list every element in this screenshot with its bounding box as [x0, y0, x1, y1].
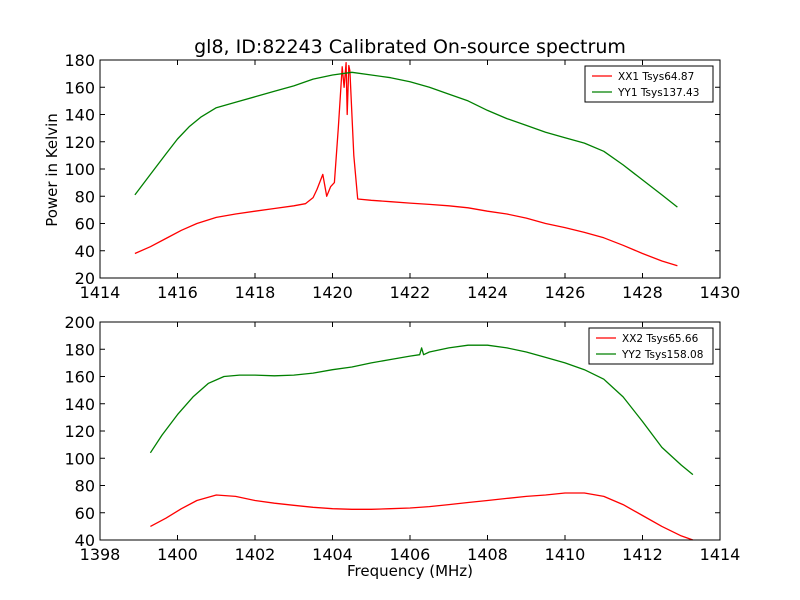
x-tick-label: 1398 [80, 545, 121, 564]
y-tick-label: 60 [75, 215, 95, 234]
y-tick-label: 120 [64, 133, 95, 152]
legend: XX1 Tsys64.87 YY1 Tsys137.43 [584, 65, 714, 103]
x-axis-label: Frequency (MHz) [347, 562, 473, 580]
y-tick-label: 160 [64, 368, 95, 387]
x-tick-label: 1416 [157, 283, 198, 302]
y-tick-label: 40 [75, 531, 95, 550]
x-tick-label: 1410 [545, 545, 586, 564]
series-line-yy [149, 344, 694, 476]
legend-box [588, 327, 714, 365]
x-tick-label: 1402 [235, 545, 276, 564]
legend-entry-label: YY1 Tsys137.43 [617, 87, 699, 99]
x-tick-label: 1418 [235, 283, 276, 302]
series-line-xx [150, 492, 694, 541]
y-tick-label: 20 [75, 269, 95, 288]
legend-entry-label: XX2 Tsys65.66 [622, 333, 699, 345]
y-tick-label: 100 [64, 449, 95, 468]
y-tick-label: 140 [64, 106, 95, 125]
legend-box [584, 65, 714, 103]
y-tick-label: 160 [64, 78, 95, 97]
y-tick-label: 100 [64, 160, 95, 179]
bottom-spectrum-panel: 1398 1400 1402 1404 1406 1408 1410 1412 1414 40 60… [64, 313, 740, 564]
y-tick-label: 140 [64, 395, 95, 414]
legend: XX2 Tsys65.66 YY2 Tsys158.08 [588, 327, 714, 365]
y-tick-label: 180 [64, 51, 95, 70]
x-tick-label: 1400 [157, 545, 198, 564]
y-tick-label: 60 [75, 504, 95, 523]
x-tick-label: 1406 [390, 545, 431, 564]
x-tick-label: 1430 [700, 283, 741, 302]
series-line-xx [134, 62, 678, 267]
y-tick-label: 120 [64, 422, 95, 441]
x-tick-label: 1426 [545, 283, 586, 302]
chart-title: gl8, ID:82243 Calibrated On-source spect… [194, 36, 626, 58]
y-tick-label: 40 [75, 242, 95, 261]
legend-entry-label: YY2 Tsys158.08 [621, 349, 703, 361]
y-tick-label: 180 [64, 340, 95, 359]
x-tick-label: 1408 [467, 545, 508, 564]
x-tick-label: 1424 [467, 283, 508, 302]
y-tick-label: 80 [75, 477, 95, 496]
x-tick-label: 1420 [312, 283, 353, 302]
x-tick-label: 1404 [312, 545, 353, 564]
series-line-yy [134, 71, 678, 208]
y-axis-label: Power in Kelvin [43, 113, 61, 227]
y-tick-label: 200 [64, 313, 95, 332]
x-tick-label: 1428 [622, 283, 663, 302]
x-tick-label: 1422 [390, 283, 431, 302]
top-spectrum-panel: 1414 1416 1418 1420 1422 1424 1426 1428 1430 20 40… [64, 51, 740, 302]
x-tick-label: 1414 [700, 545, 741, 564]
legend-entry-label: XX1 Tsys64.87 [618, 71, 694, 83]
x-tick-label: 1412 [622, 545, 663, 564]
x-tick-label: 1414 [80, 283, 121, 302]
y-tick-label: 80 [75, 187, 95, 206]
